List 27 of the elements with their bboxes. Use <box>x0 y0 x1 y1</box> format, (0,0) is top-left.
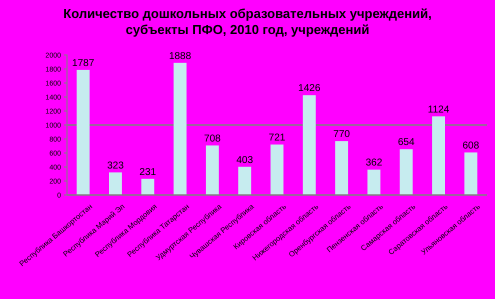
data-label: 403 <box>236 154 254 166</box>
data-label: 1787 <box>72 58 95 69</box>
bar <box>367 170 380 195</box>
bar <box>141 178 154 195</box>
data-label: 1426 <box>298 83 321 94</box>
bar <box>76 70 90 195</box>
bar <box>335 141 348 195</box>
bar <box>432 116 445 195</box>
bar <box>302 95 316 195</box>
data-label: 323 <box>107 160 124 172</box>
bar <box>109 172 122 195</box>
data-label: 231 <box>139 166 157 178</box>
chart-title: Количество дошкольных образовательных учреждений, субъекты ПФО, 2010 год, учреждений <box>63 6 432 37</box>
bar <box>400 149 413 195</box>
data-label: 362 <box>366 158 383 169</box>
bar <box>206 145 219 195</box>
data-label: 654 <box>398 137 416 148</box>
data-label: 608 <box>462 140 480 152</box>
data-label: 1124 <box>428 104 450 116</box>
bar <box>270 144 284 195</box>
bar <box>464 152 478 195</box>
bar <box>174 62 187 195</box>
bar <box>238 166 252 195</box>
data-label: 721 <box>268 132 286 144</box>
data-label: 770 <box>333 129 350 140</box>
data-label: 1888 <box>168 50 192 62</box>
data-label: 708 <box>204 133 222 144</box>
